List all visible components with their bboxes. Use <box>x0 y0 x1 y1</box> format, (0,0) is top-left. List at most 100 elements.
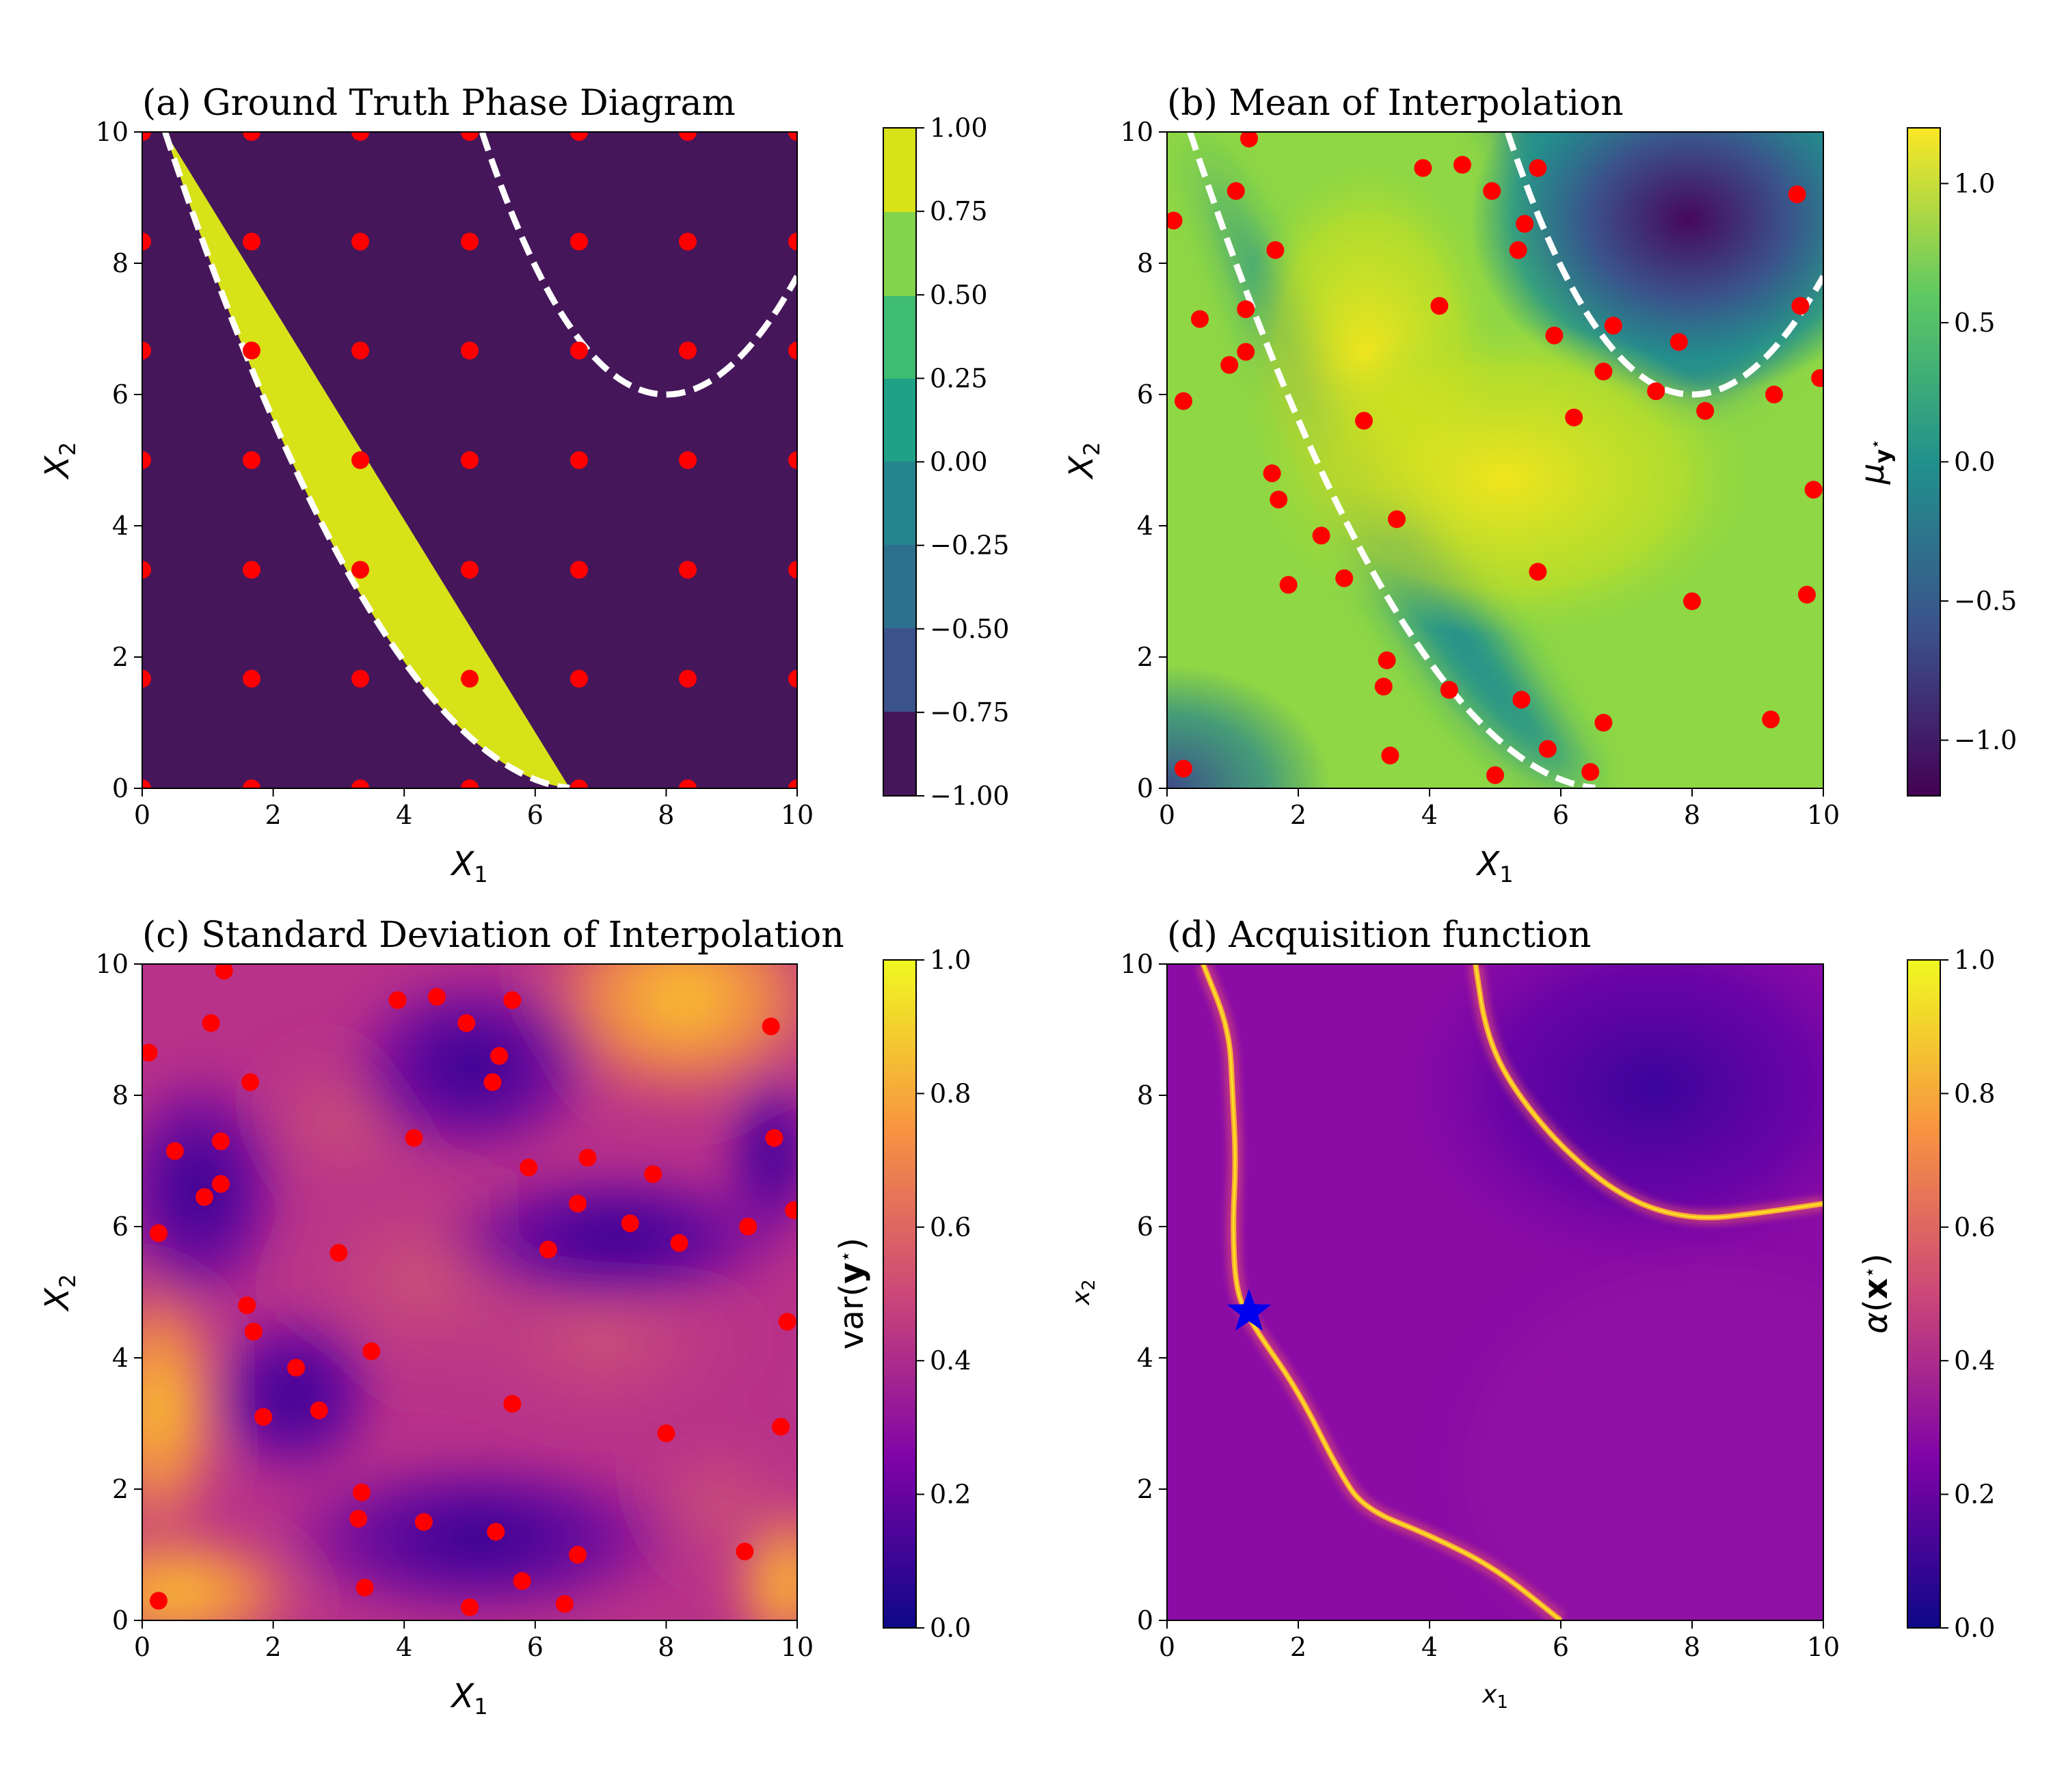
data-point <box>487 1523 505 1541</box>
data-point <box>569 132 588 141</box>
data-point <box>388 991 407 1009</box>
data-point <box>461 561 479 579</box>
y-tick-label: 6 <box>112 1212 129 1242</box>
data-point <box>142 1043 158 1062</box>
panel-a-xlabel: X1 <box>449 845 487 887</box>
panel-c-colorbar-label: var(y⋆) <box>833 1238 871 1350</box>
colorbar-tick-label: 0.00 <box>930 447 988 477</box>
data-point <box>788 451 797 469</box>
data-point <box>1683 592 1701 611</box>
panel-d-colorbar-gradient <box>1907 960 1940 1628</box>
data-point <box>788 132 797 141</box>
panel-c-plot-area <box>142 964 797 1620</box>
colorbar-tick-label: 0.4 <box>1954 1346 1995 1376</box>
data-point <box>242 779 260 788</box>
panel-c-xlabel: X1 <box>449 1677 487 1720</box>
panel-b-colorbar-label: μy⋆ <box>1853 439 1896 485</box>
panel-a-colorbar-band-3 <box>883 628 916 712</box>
colorbar-tick-label: 0.6 <box>930 1212 971 1242</box>
x-tick-label: 0 <box>1159 1632 1175 1662</box>
data-point <box>461 669 479 688</box>
data-point <box>1220 356 1239 374</box>
panel-b-xlabel: X1 <box>1475 845 1513 887</box>
data-point <box>1266 241 1285 259</box>
panel-a-plot-area <box>142 132 797 788</box>
data-point <box>569 341 588 360</box>
colorbar-tick-label: 0.2 <box>930 1480 971 1510</box>
data-point <box>569 669 588 688</box>
data-point <box>349 1510 368 1528</box>
data-point <box>555 1595 574 1613</box>
colorbar-tick-label: 0.4 <box>930 1346 971 1376</box>
x-tick-label: 8 <box>658 800 674 830</box>
data-point <box>1486 766 1504 784</box>
data-point <box>461 779 479 788</box>
data-point <box>1788 185 1806 204</box>
colorbar-tick-label: 0.2 <box>1954 1480 1995 1510</box>
x-tick-label: 4 <box>396 1632 412 1662</box>
panel-d-colorbar-label: α(x⋆) <box>1857 1253 1895 1334</box>
x-tick-label: 4 <box>1421 1632 1438 1662</box>
y-tick-label: 2 <box>1137 642 1153 672</box>
panel-a-colorbar-band-6 <box>883 379 916 462</box>
data-point <box>679 779 697 788</box>
data-point <box>196 1188 214 1206</box>
panel-a-colorbar-band-4 <box>883 545 916 628</box>
data-point <box>483 1073 502 1091</box>
data-point <box>788 341 797 360</box>
data-point <box>352 1483 371 1501</box>
data-point <box>356 1579 374 1596</box>
data-point <box>679 669 697 688</box>
colorbar-tick-label: 0.0 <box>930 1613 971 1643</box>
panel-a-boundary-left <box>162 132 570 788</box>
data-point <box>1529 563 1547 581</box>
y-tick-label: 0 <box>1137 773 1153 803</box>
data-point <box>503 1395 522 1413</box>
panel-b-high-region-2 <box>1258 321 1750 636</box>
panel-b-axes: 0 2 4 6 8 10 0 2 4 6 8 10 <box>1121 117 1840 830</box>
data-point <box>142 232 151 251</box>
data-point <box>1670 333 1688 351</box>
panel-a-points <box>142 132 797 788</box>
panel-a-colorbar-band-2 <box>883 712 916 796</box>
colorbar-tick-label: 0.25 <box>930 363 988 393</box>
data-point <box>142 561 151 579</box>
panel-d-title: (d) Acquisition function <box>1167 915 1591 956</box>
data-point <box>142 779 151 788</box>
data-point <box>1240 132 1258 148</box>
x-tick-label: 0 <box>134 800 150 830</box>
data-point <box>1355 412 1373 430</box>
y-tick-label: 8 <box>112 1080 129 1110</box>
data-point <box>644 1165 662 1183</box>
data-point <box>569 451 588 469</box>
y-tick-label: 10 <box>96 117 129 147</box>
data-point <box>351 561 370 579</box>
data-point <box>569 561 588 579</box>
data-point <box>679 232 697 251</box>
data-point <box>736 1542 754 1561</box>
y-tick-label: 8 <box>112 248 129 278</box>
y-tick-label: 6 <box>112 379 129 410</box>
panel-b-boundary-left <box>1187 132 1596 788</box>
data-point <box>1430 297 1449 315</box>
colorbar-tick-label: −1.0 <box>1954 725 2017 755</box>
panel-b-title: (b) Mean of Interpolation <box>1167 83 1624 124</box>
data-point <box>238 1296 256 1315</box>
panel-a-axes: 0 2 4 6 8 10 0 2 4 6 8 10 <box>96 117 814 830</box>
panel-a-boundary-right <box>479 132 797 398</box>
data-point <box>785 1201 797 1219</box>
colorbar-tick-label: −0.50 <box>930 614 1009 644</box>
panel-c: 0 2 4 6 8 10 0 2 4 6 8 10 (c) Standard Deviation of… <box>38 915 971 1720</box>
y-tick-label: 4 <box>112 511 129 541</box>
data-point <box>569 232 588 251</box>
panel-a-colorbar: 1.00 0.75 0.50 0.25 0.00 −0.25 −0.50 −0.75 −1.00 <box>883 113 1009 811</box>
y-tick-label: 4 <box>1137 1343 1153 1373</box>
data-point <box>739 1218 758 1235</box>
data-point <box>287 1359 306 1377</box>
panel-a-colorbar-band-8 <box>883 212 916 296</box>
colorbar-tick-label: 0.8 <box>930 1078 971 1108</box>
colorbar-tick-label: −1.00 <box>930 781 1009 811</box>
data-point <box>351 132 370 141</box>
panel-c-colorbar-frame <box>883 959 917 1629</box>
